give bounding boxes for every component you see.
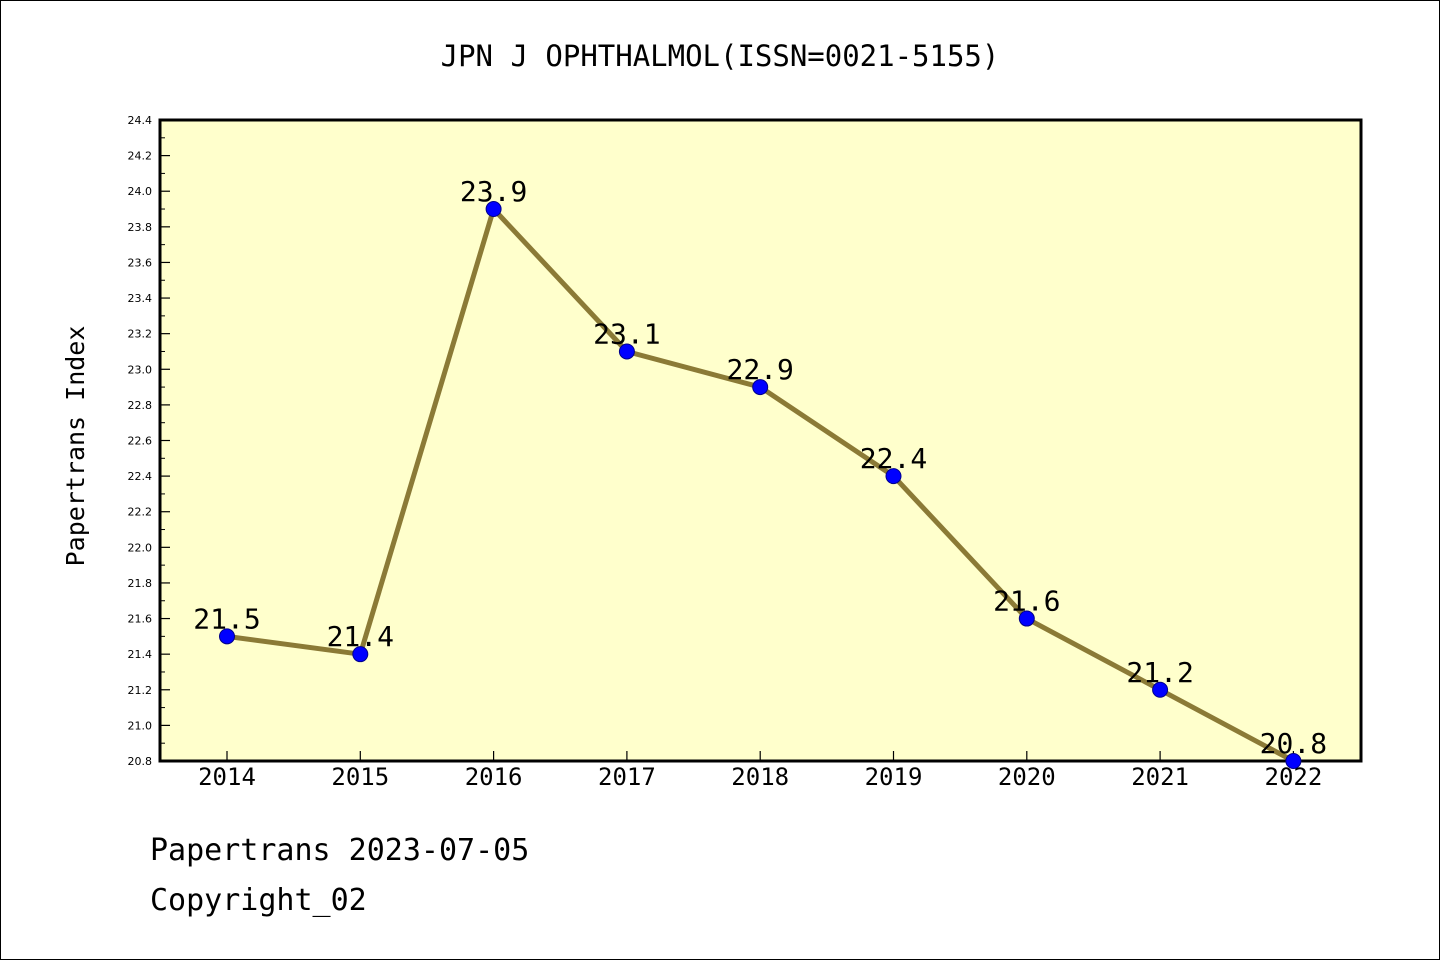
data-point-2021 bbox=[1152, 681, 1169, 698]
x-tick-label: 2016 bbox=[465, 763, 523, 791]
data-label-2014: 21.5 bbox=[193, 602, 260, 635]
y-tick-label: 23.0 bbox=[128, 363, 153, 376]
y-tick-label: 21.6 bbox=[128, 613, 153, 626]
x-tick-label: 2015 bbox=[331, 763, 389, 791]
footer-stamp: Papertrans 2023-07-05 bbox=[150, 833, 530, 868]
y-tick-label: 22.8 bbox=[128, 399, 153, 412]
y-tick-label: 22.0 bbox=[128, 541, 153, 554]
chart-title: JPN J OPHTHALMOL(ISSN=0021-5155) bbox=[441, 39, 1000, 73]
data-markers bbox=[219, 201, 1302, 769]
data-label-2021: 21.2 bbox=[1126, 656, 1193, 689]
x-tick-label: 2018 bbox=[731, 763, 789, 791]
y-axis-label: Papertrans Index bbox=[61, 326, 90, 567]
data-label-2018: 22.9 bbox=[726, 353, 793, 386]
y-tick-label: 23.2 bbox=[128, 328, 153, 341]
y-tick-label: 23.8 bbox=[128, 221, 153, 234]
data-point-2015 bbox=[352, 646, 369, 663]
data-point-2019 bbox=[885, 468, 902, 485]
y-tick-label: 24.0 bbox=[128, 185, 153, 198]
data-point-2020 bbox=[1018, 610, 1035, 627]
x-tick-label: 2014 bbox=[198, 763, 256, 791]
data-point-2018 bbox=[752, 379, 769, 396]
y-tick-label: 21.0 bbox=[128, 719, 153, 732]
data-label-2016: 23.9 bbox=[460, 175, 527, 208]
y-axis: 20.8 21.0 21.2 21.4 21.6 21.8 22.0 22.2 22.4 22.6… bbox=[128, 114, 170, 768]
y-tick-label: 21.2 bbox=[128, 684, 153, 697]
y-tick-label: 20.8 bbox=[128, 755, 153, 768]
data-label-2020: 21.6 bbox=[993, 585, 1060, 618]
y-tick-label: 21.8 bbox=[128, 577, 153, 590]
y-tick-label: 22.2 bbox=[128, 506, 153, 519]
data-point-2022 bbox=[1285, 753, 1302, 769]
data-point-2014 bbox=[219, 628, 235, 645]
data-labels: 21.5 21.4 23.9 23.1 22.9 22.4 21.6 21.2 20.8 bbox=[193, 175, 1327, 760]
x-tick-label: 2019 bbox=[865, 763, 923, 791]
data-label-2015: 21.4 bbox=[327, 620, 394, 653]
footer-copyright: Copyright_02 bbox=[150, 883, 367, 918]
y-tick-label: 23.4 bbox=[128, 292, 153, 305]
x-tick-label: 2021 bbox=[1131, 763, 1189, 791]
y-tick-label: 24.4 bbox=[128, 114, 153, 127]
data-label-2019: 22.4 bbox=[860, 442, 927, 475]
x-tick-label: 2017 bbox=[598, 763, 656, 791]
y-tick-label: 24.2 bbox=[128, 150, 153, 163]
y-tick-label: 22.6 bbox=[128, 435, 153, 448]
data-point-2017 bbox=[618, 343, 635, 360]
data-label-2022: 20.8 bbox=[1260, 727, 1327, 760]
data-point-2016 bbox=[485, 201, 502, 218]
y-tick-label: 21.4 bbox=[128, 648, 153, 661]
y-tick-label: 23.6 bbox=[128, 256, 153, 269]
x-tick-label: 2020 bbox=[998, 763, 1056, 791]
data-label-2017: 23.1 bbox=[593, 317, 660, 350]
y-tick-label: 22.4 bbox=[128, 470, 153, 483]
x-axis: 2014 2015 2016 2017 2018 2019 2020 2021 2022 bbox=[198, 751, 1322, 791]
